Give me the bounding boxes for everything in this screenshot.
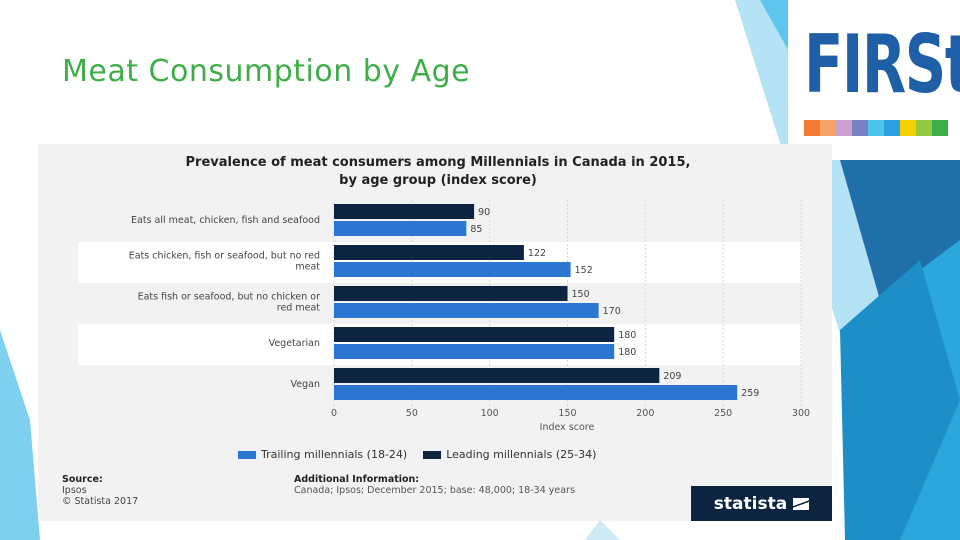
bar-trailing[interactable]	[334, 303, 599, 318]
bar-trailing[interactable]	[334, 385, 738, 400]
category-label: Vegetarian	[269, 338, 320, 349]
bar-value-label: 209	[663, 371, 681, 382]
bar-trailing[interactable]	[334, 344, 615, 359]
bar-value-label: 170	[603, 306, 621, 317]
source-name[interactable]: Ipsos	[62, 485, 87, 496]
bar-value-label: 150	[572, 289, 590, 300]
logo-strip-square	[804, 120, 820, 136]
x-axis-title: Index score	[540, 422, 595, 433]
chart-legend: Trailing millennials (18-24) Leading mil…	[238, 448, 612, 461]
bar-leading[interactable]	[334, 204, 475, 219]
bar-leading[interactable]	[334, 368, 660, 383]
source-block: Source: Ipsos © Statista 2017	[62, 474, 138, 507]
chart-bars: 90 85 122 152 150 170 180 180 209 259	[334, 204, 759, 400]
logo-strip-square	[932, 120, 948, 136]
chart-title-line-2: by age group (index score)	[339, 173, 537, 188]
bar-value-label: 180	[618, 330, 636, 341]
statista-logo-icon	[793, 497, 810, 510]
bar-leading[interactable]	[334, 327, 615, 342]
bar-trailing[interactable]	[334, 262, 571, 277]
x-tick-label: 0	[331, 408, 337, 419]
logo-strip-square	[916, 120, 932, 136]
bar-trailing[interactable]	[334, 221, 467, 236]
category-label: Eats all meat, chicken, fish and seafood	[131, 215, 320, 226]
additional-info-text: Canada; Ipsos; December 2015; base: 48,0…	[294, 485, 575, 496]
slide-title: Meat Consumption by Age	[62, 54, 471, 89]
x-tick-label: 200	[636, 408, 654, 419]
x-tick-label: 300	[792, 408, 810, 419]
logo-strip-square	[868, 120, 884, 136]
category-label: meat	[295, 262, 320, 273]
source-copyright: © Statista 2017	[62, 496, 139, 507]
bar-value-label: 85	[470, 224, 482, 235]
legend-item-leading[interactable]: Leading millennials (25-34)	[423, 448, 596, 461]
logo-strip-square	[820, 120, 836, 136]
x-tick-label: 50	[406, 408, 418, 419]
additional-info-block: Additional Information: Canada; Ipsos; D…	[294, 474, 575, 496]
bar-chart: 90 85 122 152 150 170 180 180 209 259 Eats all me…	[78, 200, 810, 433]
legend-label-trailing: Trailing millennials (18-24)	[261, 448, 408, 461]
bar-value-label: 259	[741, 388, 759, 399]
category-label: Vegan	[291, 379, 320, 390]
bar-value-label: 90	[478, 207, 490, 218]
x-tick-label: 100	[481, 408, 499, 419]
logo-text: FIRSt	[804, 18, 960, 111]
brand-logo: FIRSt	[788, 0, 960, 160]
bar-value-label: 122	[528, 248, 546, 259]
legend-swatch-trailing	[238, 450, 256, 459]
logo-strip-square	[836, 120, 852, 136]
source-label: Source:	[62, 474, 103, 485]
category-label: red meat	[277, 303, 321, 314]
chart-title: Prevalence of meat consumers among Mille…	[88, 154, 788, 190]
chart-category-labels: Eats all meat, chicken, fish and seafood…	[129, 215, 321, 390]
statista-brand-badge[interactable]: statista	[691, 486, 832, 521]
chart-x-ticks: 0 50 100 150 200 250 300	[331, 408, 810, 419]
bar-value-label: 152	[575, 265, 593, 276]
logo-strip-square	[884, 120, 900, 136]
category-label: Eats fish or seafood, but no chicken or	[138, 292, 321, 303]
bar-value-label: 180	[618, 347, 636, 358]
bar-leading[interactable]	[334, 286, 568, 301]
statista-wordmark: statista	[713, 493, 788, 514]
x-tick-label: 150	[558, 408, 576, 419]
category-label: Eats chicken, fish or seafood, but no re…	[129, 251, 320, 262]
legend-swatch-leading	[423, 450, 442, 459]
logo-strip-square	[900, 120, 916, 136]
x-tick-label: 250	[714, 408, 732, 419]
bar-leading[interactable]	[334, 245, 524, 260]
chart-panel: Prevalence of meat consumers among Mille…	[38, 144, 832, 521]
logo-strip-square	[852, 120, 868, 136]
legend-item-trailing[interactable]: Trailing millennials (18-24)	[238, 448, 407, 461]
additional-info-label[interactable]: Additional Information:	[294, 474, 420, 485]
legend-label-leading: Leading millennials (25-34)	[446, 448, 597, 461]
chart-title-line-1: Prevalence of meat consumers among Mille…	[185, 155, 691, 170]
logo-color-strip	[804, 120, 948, 136]
